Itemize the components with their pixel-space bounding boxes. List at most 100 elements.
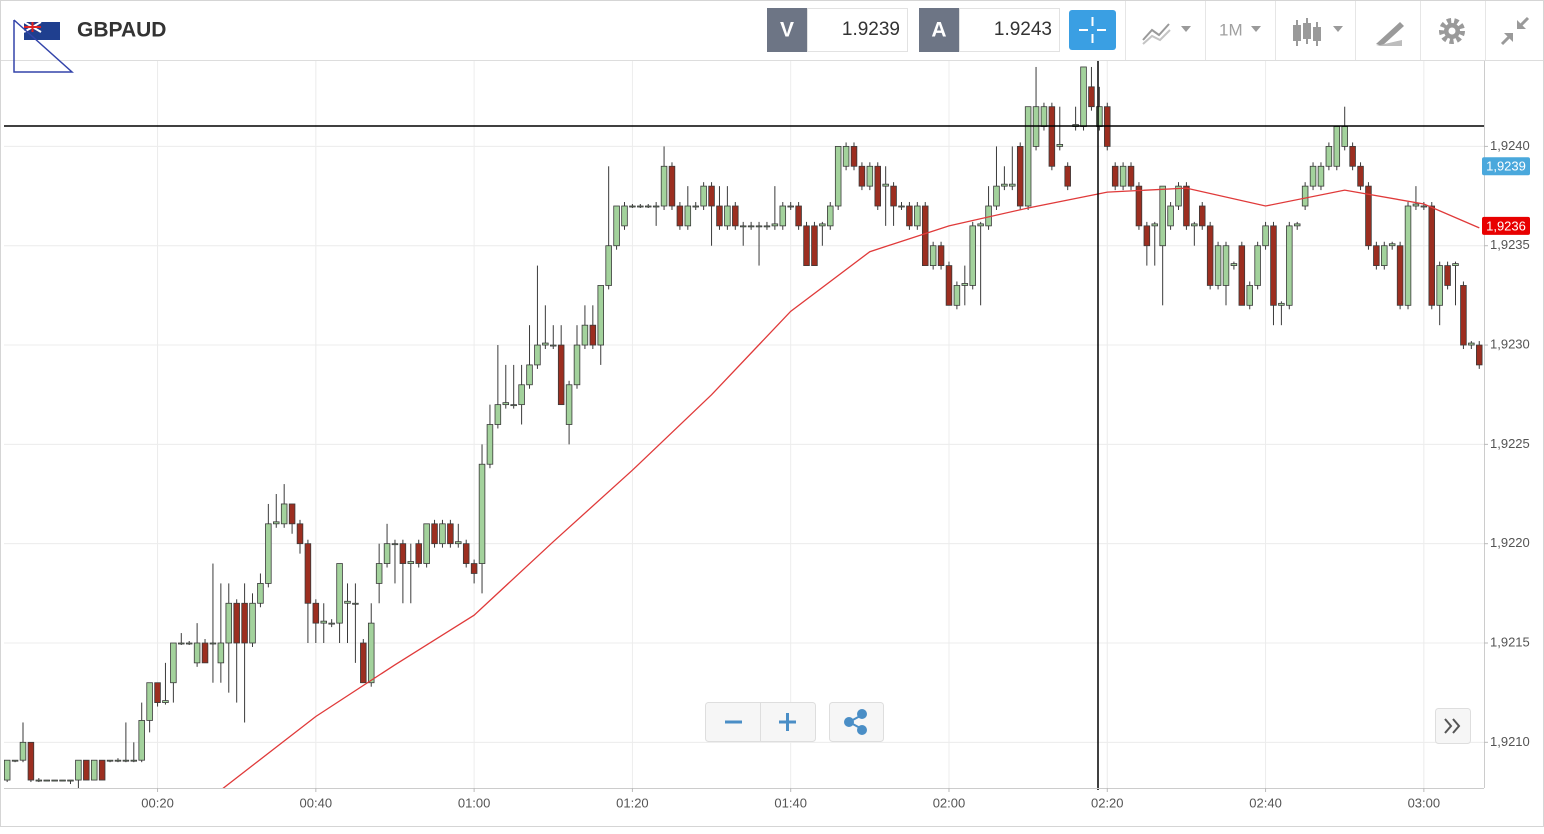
candle-body [866, 165, 874, 187]
candle-body [811, 225, 818, 266]
candle-body [280, 503, 288, 525]
candle-body [383, 543, 391, 564]
sell-price: 1.9239 [842, 19, 900, 40]
candle-body [858, 165, 866, 187]
candle-body [146, 682, 153, 721]
candle-body [494, 404, 502, 425]
indicator-button[interactable] [1293, 18, 1343, 46]
candle-body [660, 165, 668, 207]
x-tick-label: 00:40 [300, 795, 333, 810]
candle-body [423, 523, 430, 564]
zoom-in[interactable] [779, 713, 796, 731]
candle-body [1048, 106, 1056, 167]
price-tag [1482, 216, 1530, 235]
candle-body [1064, 165, 1071, 187]
moving-average [222, 187, 1480, 788]
candle-body [296, 523, 304, 545]
candle-body [1412, 203, 1420, 207]
candle-body [431, 523, 438, 545]
sell-label: V [780, 19, 794, 42]
candle-body [201, 642, 209, 664]
y-tick-label: 1,9230 [1490, 336, 1530, 351]
candle-body [288, 503, 296, 525]
candle-body [1349, 146, 1356, 167]
scroll-end-button[interactable] [1435, 708, 1471, 744]
candle-body [1404, 205, 1412, 306]
x-tick-label: 01:00 [458, 795, 491, 810]
candle-body [953, 285, 961, 306]
buy-button[interactable] [919, 8, 959, 52]
candle-body [827, 205, 834, 227]
collapse-button[interactable] [1500, 16, 1530, 46]
toolbar-separators [1125, 0, 1486, 60]
candle-body [59, 779, 66, 782]
candle-body [1452, 263, 1459, 266]
candle-body [890, 185, 897, 207]
candle-body [1460, 285, 1467, 346]
sell-button[interactable] [767, 8, 807, 52]
candle-body [162, 700, 169, 703]
timeframe[interactable]: 1M [1219, 20, 1243, 39]
x-tick-label: 02:40 [1249, 795, 1282, 810]
candle-body [1365, 185, 1372, 247]
candle-body [945, 265, 953, 306]
candle-body [391, 543, 399, 546]
candle-body [1254, 245, 1261, 286]
candle-body [1325, 146, 1333, 167]
candle-body [273, 521, 280, 525]
share-button[interactable] [844, 709, 867, 735]
candle-body [455, 541, 462, 545]
price-tag-label: 1,9236 [1486, 218, 1526, 233]
candle-body [367, 622, 375, 684]
candle-body [1262, 225, 1269, 247]
draw-button[interactable] [1376, 22, 1404, 46]
candle-body [67, 779, 74, 782]
candle-body [130, 759, 138, 762]
candle-body [502, 402, 510, 406]
candle-body [90, 759, 98, 781]
candle-body [328, 622, 335, 625]
candle-body [1183, 185, 1190, 227]
candle-body [154, 682, 161, 703]
candle-body [344, 600, 351, 604]
candle-body [1468, 342, 1475, 346]
candle-body [312, 602, 320, 624]
y-tick-label: 1,9220 [1490, 535, 1530, 550]
buy-field [959, 8, 1060, 52]
candle-body [644, 205, 652, 208]
candle-body [1143, 225, 1151, 247]
candle-body [225, 602, 233, 644]
candle-body [1056, 144, 1064, 147]
candle-body [961, 283, 969, 286]
candle-body [1175, 185, 1182, 207]
buy-label: A [931, 19, 946, 42]
candle-body [360, 642, 367, 684]
candle-body [304, 543, 312, 604]
candle-body [1286, 225, 1293, 306]
chart-type-button[interactable] [1142, 23, 1191, 45]
x-tick-label: 03:00 [1408, 795, 1441, 810]
candle-body [1222, 245, 1230, 286]
x-tick-label: 00:20 [141, 795, 174, 810]
candle-body [209, 642, 217, 645]
candle-body [447, 523, 454, 545]
candle-body [534, 344, 541, 366]
candle-body [739, 225, 747, 228]
x-tick-label: 01:20 [616, 795, 649, 810]
candle-body [178, 642, 185, 645]
candle-body [1088, 86, 1095, 108]
candle-body [819, 223, 826, 227]
candle-body [217, 642, 225, 664]
candle-body [1309, 165, 1317, 187]
candle-body [352, 602, 359, 605]
x-tick-label: 01:40 [774, 795, 807, 810]
candle-body [43, 779, 50, 782]
candle-body [977, 223, 984, 227]
candle-body [914, 205, 921, 227]
x-tick-label: 02:20 [1091, 795, 1124, 810]
candle-body [1167, 205, 1174, 227]
settings-button[interactable] [1439, 18, 1465, 44]
candle-body [724, 205, 731, 227]
crosshair-button[interactable] [1069, 10, 1116, 50]
y-tick-label: 1,9240 [1490, 138, 1530, 153]
